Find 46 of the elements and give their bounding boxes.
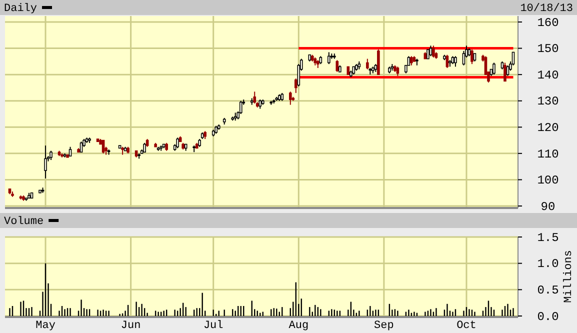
candlestick <box>68 146 72 157</box>
candlestick <box>80 141 83 153</box>
y-tick-label: 0.0 <box>537 310 559 324</box>
candlestick <box>504 62 506 82</box>
text: 10/18/13 <box>520 3 573 15</box>
x-tick-label: Jun <box>120 320 141 332</box>
y-tick-label: 110 <box>537 147 559 162</box>
x-tick-label: Jul <box>203 320 224 332</box>
chart-title: Daily <box>4 3 38 15</box>
y-tick-label: 130 <box>537 94 559 109</box>
candlestick <box>410 56 413 66</box>
y-tick-label: 1.0 <box>537 257 559 272</box>
candlestick <box>102 140 105 154</box>
x-tick-label: Oct <box>456 320 476 332</box>
y-tick-label: 1.5 <box>537 230 559 245</box>
candlestick <box>492 62 496 76</box>
y-tick-label: 140 <box>537 68 559 82</box>
candlestick <box>336 60 339 72</box>
y-tick-label: 0.5 <box>537 284 559 298</box>
candlestick <box>258 99 262 110</box>
candlestick <box>426 49 430 60</box>
candlestick <box>143 142 146 153</box>
candlestick <box>253 91 256 104</box>
candlestick <box>50 150 52 160</box>
candlestick <box>328 52 330 65</box>
candlestick <box>396 66 400 76</box>
x-tick-label: Sep <box>374 320 394 332</box>
candlestick <box>377 49 380 76</box>
x-tick-label: May <box>36 320 56 332</box>
candlestick <box>429 45 432 57</box>
candlestick <box>432 45 435 58</box>
candlestick <box>454 56 457 68</box>
x-tick-label: Aug <box>288 320 309 332</box>
y-axis-title: Millions <box>563 250 575 303</box>
candlestick <box>176 137 179 149</box>
candlestick <box>366 58 369 70</box>
candlestick <box>294 78 298 94</box>
y-tick-label: 100 <box>537 174 559 188</box>
y-tick-label: 120 <box>537 120 559 135</box>
candlestick <box>288 91 292 106</box>
candlestick <box>44 145 47 179</box>
candlestick <box>470 49 474 65</box>
y-tick-label: 150 <box>537 42 559 56</box>
chart-title: Volume <box>4 216 44 228</box>
y-tick-label: 160 <box>537 16 559 30</box>
y-tick-label: 90 <box>540 200 556 214</box>
